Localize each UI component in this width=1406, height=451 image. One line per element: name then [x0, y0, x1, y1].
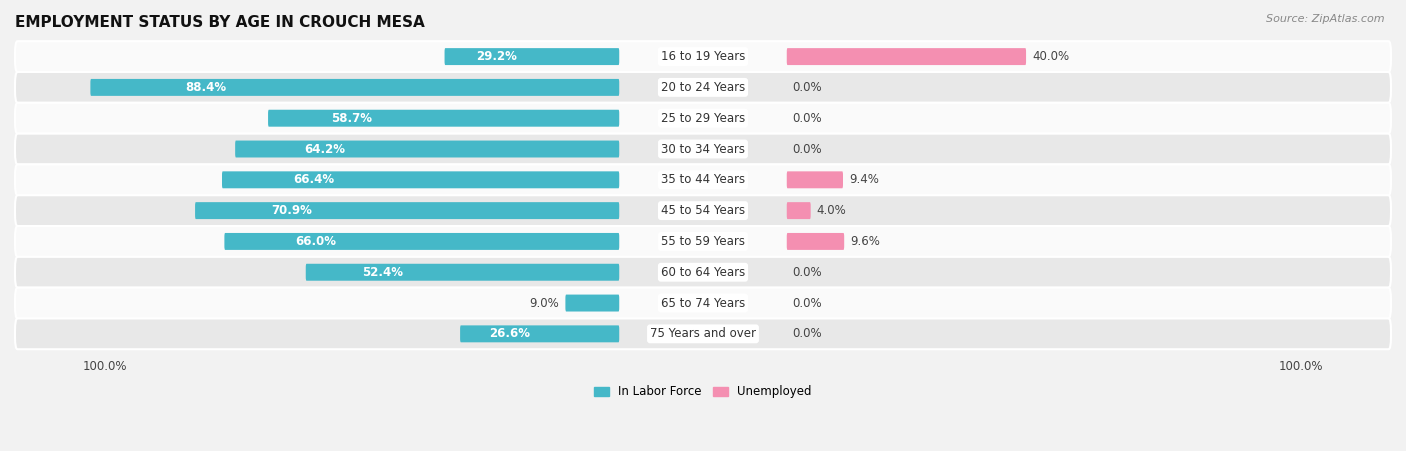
- Text: 16 to 19 Years: 16 to 19 Years: [661, 50, 745, 63]
- Text: 0.0%: 0.0%: [793, 266, 823, 279]
- Text: 70.9%: 70.9%: [271, 204, 312, 217]
- FancyBboxPatch shape: [787, 48, 1026, 65]
- FancyBboxPatch shape: [195, 202, 619, 219]
- FancyBboxPatch shape: [444, 48, 619, 65]
- Text: 75 Years and over: 75 Years and over: [650, 327, 756, 341]
- FancyBboxPatch shape: [15, 165, 1391, 195]
- Text: 0.0%: 0.0%: [793, 81, 823, 94]
- FancyBboxPatch shape: [222, 171, 619, 188]
- FancyBboxPatch shape: [235, 141, 619, 157]
- FancyBboxPatch shape: [15, 257, 1391, 288]
- Text: 0.0%: 0.0%: [793, 143, 823, 156]
- FancyBboxPatch shape: [15, 41, 1391, 72]
- Text: 65 to 74 Years: 65 to 74 Years: [661, 297, 745, 309]
- Text: 9.0%: 9.0%: [530, 297, 560, 309]
- Legend: In Labor Force, Unemployed: In Labor Force, Unemployed: [589, 381, 817, 403]
- FancyBboxPatch shape: [15, 133, 1391, 165]
- FancyBboxPatch shape: [305, 264, 619, 281]
- FancyBboxPatch shape: [15, 103, 1391, 133]
- Text: 40.0%: 40.0%: [1032, 50, 1069, 63]
- Text: EMPLOYMENT STATUS BY AGE IN CROUCH MESA: EMPLOYMENT STATUS BY AGE IN CROUCH MESA: [15, 15, 425, 30]
- Text: 60 to 64 Years: 60 to 64 Years: [661, 266, 745, 279]
- FancyBboxPatch shape: [15, 318, 1391, 349]
- Text: 55 to 59 Years: 55 to 59 Years: [661, 235, 745, 248]
- Text: 66.4%: 66.4%: [294, 173, 335, 186]
- FancyBboxPatch shape: [460, 325, 619, 342]
- FancyBboxPatch shape: [787, 171, 844, 188]
- Text: 9.6%: 9.6%: [851, 235, 880, 248]
- FancyBboxPatch shape: [15, 288, 1391, 318]
- FancyBboxPatch shape: [787, 202, 811, 219]
- Text: 0.0%: 0.0%: [793, 112, 823, 125]
- FancyBboxPatch shape: [15, 226, 1391, 257]
- Text: 52.4%: 52.4%: [363, 266, 404, 279]
- Text: 64.2%: 64.2%: [304, 143, 346, 156]
- Text: 30 to 34 Years: 30 to 34 Years: [661, 143, 745, 156]
- Text: 25 to 29 Years: 25 to 29 Years: [661, 112, 745, 125]
- Text: 9.4%: 9.4%: [849, 173, 879, 186]
- FancyBboxPatch shape: [565, 295, 619, 312]
- Text: 88.4%: 88.4%: [186, 81, 226, 94]
- FancyBboxPatch shape: [225, 233, 619, 250]
- FancyBboxPatch shape: [15, 195, 1391, 226]
- Text: 58.7%: 58.7%: [332, 112, 373, 125]
- Text: 29.2%: 29.2%: [477, 50, 517, 63]
- FancyBboxPatch shape: [787, 233, 844, 250]
- Text: 0.0%: 0.0%: [793, 297, 823, 309]
- Text: 20 to 24 Years: 20 to 24 Years: [661, 81, 745, 94]
- Text: 66.0%: 66.0%: [295, 235, 336, 248]
- FancyBboxPatch shape: [90, 79, 619, 96]
- Text: Source: ZipAtlas.com: Source: ZipAtlas.com: [1267, 14, 1385, 23]
- Text: 35 to 44 Years: 35 to 44 Years: [661, 173, 745, 186]
- Text: 26.6%: 26.6%: [489, 327, 530, 341]
- Text: 45 to 54 Years: 45 to 54 Years: [661, 204, 745, 217]
- Text: 4.0%: 4.0%: [817, 204, 846, 217]
- FancyBboxPatch shape: [269, 110, 619, 127]
- FancyBboxPatch shape: [15, 72, 1391, 103]
- Text: 0.0%: 0.0%: [793, 327, 823, 341]
